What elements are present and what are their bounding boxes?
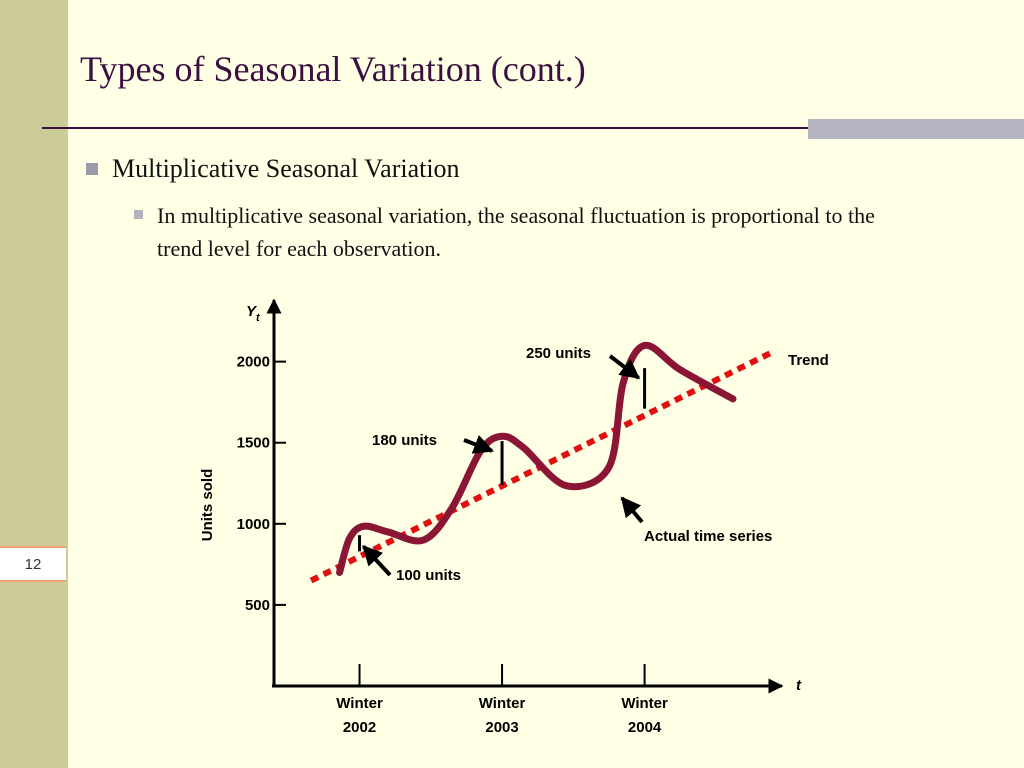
y-axis-symbol: Yt [246,303,261,324]
x-tick-label: 2003 [485,719,518,736]
y-tick-label: 1000 [237,516,270,533]
x-tick-label: Winter [621,695,668,712]
y-tick-label: 500 [245,597,270,614]
title-rule [42,127,1024,129]
slide-number: 12 [0,546,66,582]
annotation-label: 100 units [396,567,461,584]
callout-arrow [362,545,392,577]
actual-series-label: Actual time series [644,528,772,545]
callout-arrow [463,435,494,454]
title-rule-accent [808,119,1024,139]
bullet-square-icon [134,210,143,219]
bullet-text: Multiplicative Seasonal Variation [112,154,460,183]
annotation-label: 250 units [526,345,591,362]
slide-title: Types of Seasonal Variation (cont.) [80,49,586,89]
trend-label: Trend [788,352,829,369]
annotation-label: 180 units [372,432,437,449]
x-tick-label: 2004 [628,719,662,736]
bullet-level-2: In multiplicative seasonal variation, th… [134,199,894,265]
x-tick-label: Winter [336,695,383,712]
y-axis-label: Units sold [199,469,216,542]
y-tick-label: 1500 [237,435,270,452]
callout-arrow [620,496,644,524]
bullet-square-icon [86,163,98,175]
x-tick-label: Winter [479,695,526,712]
callout-arrow [608,354,641,380]
actual-series-line [336,341,737,576]
x-tick-label: 2002 [343,719,376,736]
sub-bullet-text: In multiplicative seasonal variation, th… [157,203,875,261]
y-tick-label: 2000 [237,354,270,371]
bullet-level-1: Multiplicative Seasonal Variation [86,154,460,184]
x-axis-symbol: t [796,677,802,694]
